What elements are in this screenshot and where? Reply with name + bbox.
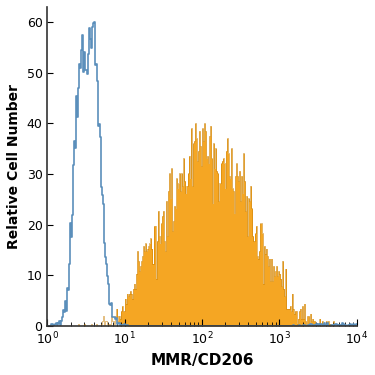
Y-axis label: Relative Cell Number: Relative Cell Number <box>7 84 21 249</box>
X-axis label: MMR/CD206: MMR/CD206 <box>150 353 254 368</box>
